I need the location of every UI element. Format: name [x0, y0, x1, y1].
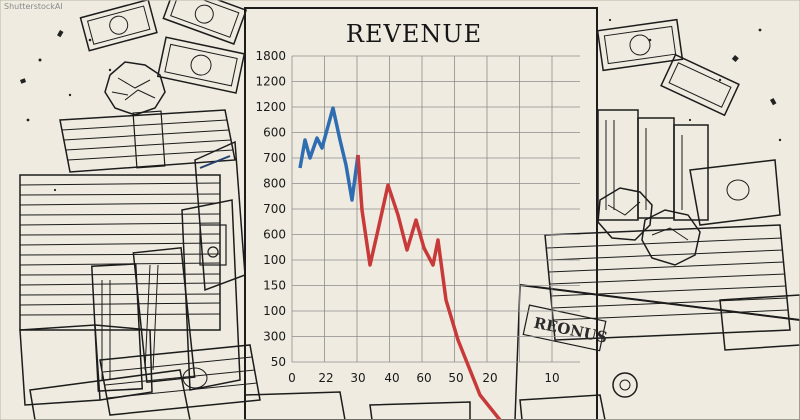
- y-tick-label: 600: [263, 126, 286, 140]
- y-tick-label: 1200: [255, 100, 286, 114]
- money-bundle-right: [689, 159, 781, 226]
- money-bundles-bottom-left: [29, 344, 261, 420]
- y-tick-label: 100: [263, 253, 286, 267]
- x-tick-label: 60: [416, 371, 431, 385]
- revenue-line-rising: [298, 106, 360, 202]
- flying-money-left: [79, 0, 248, 94]
- y-tick-label: 1200: [255, 75, 286, 89]
- money-bottom-right: [719, 294, 800, 351]
- binder-red-left: [181, 199, 241, 391]
- revenue-line-falling: [356, 154, 502, 420]
- y-tick-label: 50: [271, 355, 286, 369]
- y-tick-label: 100: [263, 304, 286, 318]
- x-tick-label: 0: [288, 371, 296, 385]
- credit-text: ShutterstockAI: [4, 2, 63, 11]
- x-tick-label: 22: [318, 371, 333, 385]
- y-tick-label: 1800: [255, 49, 286, 63]
- paper-stack-left: [19, 174, 221, 331]
- x-tick-label: 10: [544, 371, 559, 385]
- y-tick-label: 300: [263, 330, 286, 344]
- y-tick-label: 700: [263, 202, 286, 216]
- chart-title: REVENUE: [346, 20, 482, 48]
- y-tick-label: 150: [263, 279, 286, 293]
- x-axis-ticks: 0 22 30 40 60 50 20 10: [288, 371, 559, 385]
- x-tick-label: 50: [448, 371, 463, 385]
- crumpled-paper-right: [597, 187, 701, 266]
- binder-reonus: REONUS: [514, 284, 800, 420]
- folder-blue-bottom-left: [19, 324, 153, 406]
- x-tick-label: 30: [350, 371, 365, 385]
- papers-overlap-bottom: [244, 391, 606, 420]
- x-tick-label: 20: [482, 371, 497, 385]
- y-tick-label: 800: [263, 177, 286, 191]
- y-tick-label: 700: [263, 151, 286, 165]
- binders-grey-right: [597, 109, 709, 221]
- flying-money-right: [596, 18, 740, 117]
- crumpled-paper-left: [104, 61, 166, 116]
- chart-board: REVENUE 18001200120060070080070060010015…: [244, 7, 598, 420]
- money-bundle-left-top: [59, 109, 236, 173]
- x-tick-label: 40: [384, 371, 399, 385]
- y-tick-label: 600: [263, 228, 286, 242]
- y-axis-ticks: 1800 1200 1200 600 700 800 700 600 100 150 100 300 5…: [255, 49, 286, 369]
